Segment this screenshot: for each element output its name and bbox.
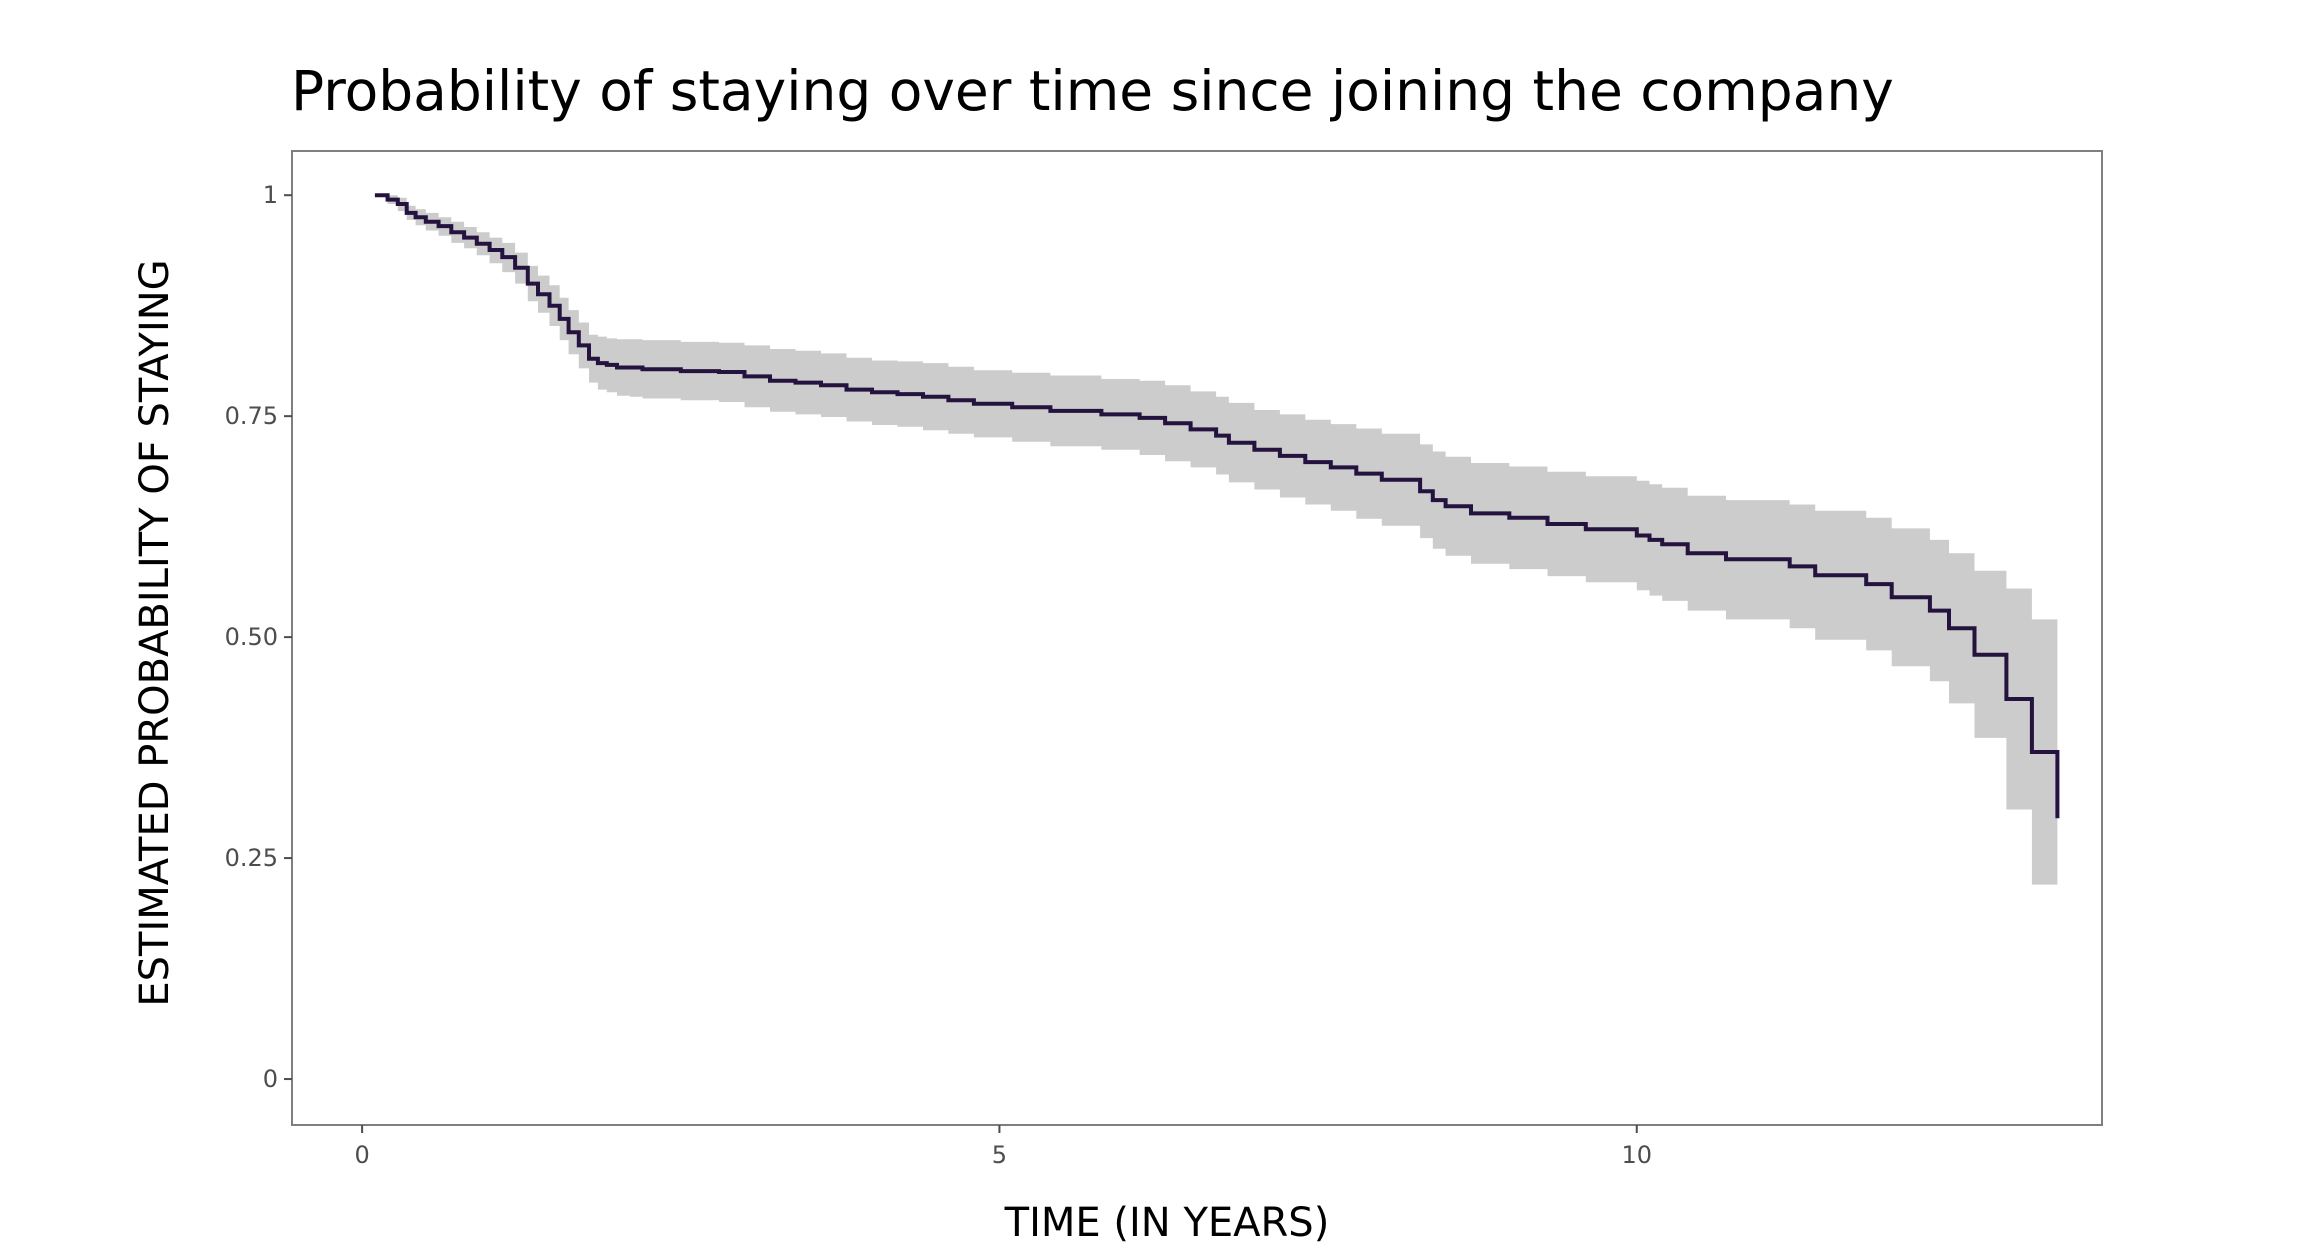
- x-tick-label: 10: [1621, 1141, 1652, 1169]
- survival-line-layer: [374, 193, 2060, 819]
- x-tick-label: 0: [354, 1141, 369, 1169]
- y-tick-label: 0.75: [225, 402, 278, 430]
- y-axis-ticks: 0 0.25 0.50 0.75 1: [225, 181, 292, 1093]
- chart-title: Probability of staying over time since j…: [291, 59, 1894, 123]
- survival-line: [374, 193, 2060, 819]
- y-axis-title: ESTIMATED PROBABILITY OF STAYING: [132, 259, 178, 1006]
- x-tick-label: 5: [992, 1141, 1007, 1169]
- y-tick-label: 0: [263, 1065, 278, 1093]
- x-axis-title: TIME (IN YEARS): [1004, 1200, 1330, 1246]
- y-tick-label: 1: [263, 181, 278, 209]
- confidence-band-layer: [374, 195, 2058, 960]
- y-tick-label: 0.25: [225, 844, 278, 872]
- confidence-band: [374, 195, 2058, 960]
- y-tick-label: 0.50: [225, 623, 278, 651]
- x-axis-ticks: 0 5 10: [354, 1125, 1652, 1169]
